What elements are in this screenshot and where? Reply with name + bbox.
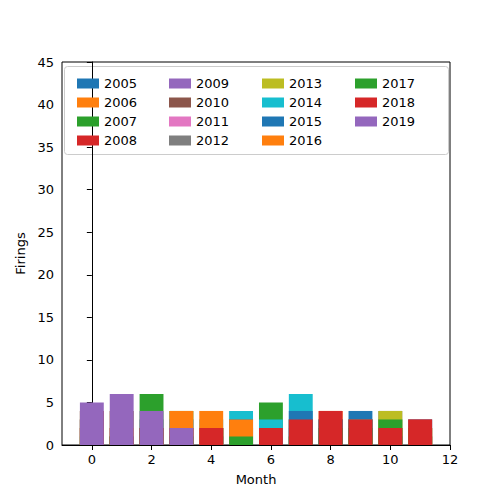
svg-text:2: 2 [147, 452, 155, 467]
svg-text:2015: 2015 [289, 114, 322, 129]
svg-text:2014: 2014 [289, 95, 322, 110]
svg-text:25: 25 [37, 225, 54, 240]
svg-text:Firings: Firings [13, 232, 28, 275]
svg-text:45: 45 [37, 55, 54, 70]
svg-text:2013: 2013 [289, 76, 322, 91]
svg-text:2012: 2012 [196, 133, 229, 148]
svg-text:8: 8 [326, 452, 334, 467]
svg-text:2018: 2018 [382, 95, 415, 110]
svg-text:12: 12 [442, 452, 459, 467]
svg-text:30: 30 [37, 182, 54, 197]
svg-text:40: 40 [37, 97, 54, 112]
svg-text:35: 35 [37, 140, 54, 155]
svg-text:10: 10 [37, 352, 54, 367]
svg-text:2017: 2017 [382, 76, 415, 91]
svg-text:2009: 2009 [196, 76, 229, 91]
svg-text:2010: 2010 [196, 95, 229, 110]
svg-text:10: 10 [382, 452, 399, 467]
svg-text:15: 15 [37, 310, 54, 325]
svg-text:Month: Month [236, 472, 277, 487]
svg-text:2016: 2016 [289, 133, 322, 148]
svg-text:2019: 2019 [382, 114, 415, 129]
svg-text:2006: 2006 [104, 95, 137, 110]
svg-text:2008: 2008 [104, 133, 137, 148]
svg-text:4: 4 [207, 452, 215, 467]
svg-text:5: 5 [46, 395, 54, 410]
svg-text:6: 6 [267, 452, 275, 467]
svg-text:2007: 2007 [104, 114, 137, 129]
svg-text:0: 0 [88, 452, 96, 467]
svg-text:2005: 2005 [104, 76, 137, 91]
svg-text:20: 20 [37, 267, 54, 282]
svg-text:2011: 2011 [196, 114, 229, 129]
svg-text:0: 0 [46, 438, 54, 453]
